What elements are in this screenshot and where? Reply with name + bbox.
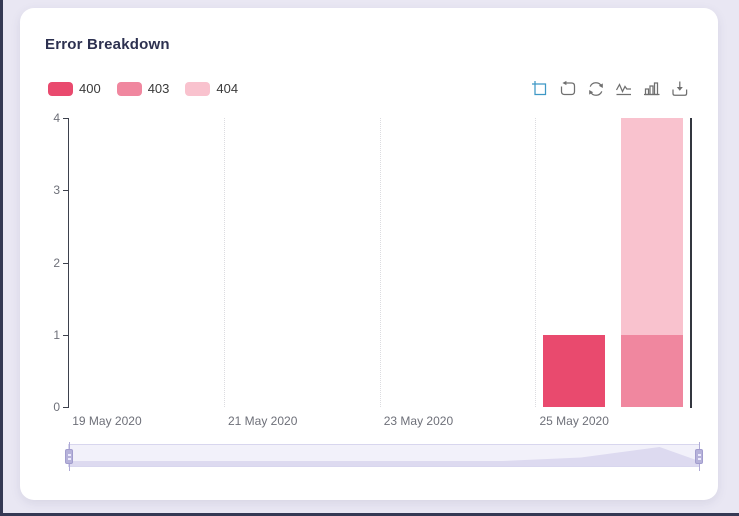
legend-label: 403 xyxy=(147,81,170,96)
y-axis-label: 4 xyxy=(53,111,60,125)
data-zoom-icon[interactable] xyxy=(531,80,549,98)
x-axis-label: 21 May 2020 xyxy=(227,414,298,428)
error-breakdown-card: Error Breakdown 400 403 404 xyxy=(20,8,718,500)
legend-swatch xyxy=(185,81,211,96)
y-axis-label: 3 xyxy=(53,183,60,198)
window-edge-bottom xyxy=(0,513,739,516)
legend-swatch xyxy=(48,81,73,96)
right-boundary-line xyxy=(690,118,692,408)
window-edge-left xyxy=(0,0,3,516)
x-axis-label: 25 May 2020 xyxy=(539,414,609,428)
save-image-icon[interactable] xyxy=(671,80,689,98)
y-axis-label: 1 xyxy=(53,327,60,342)
restore-icon[interactable] xyxy=(587,80,605,98)
y-axis-tick xyxy=(63,262,68,264)
legend-label: 400 xyxy=(79,81,101,96)
data-zoom-slider[interactable] xyxy=(65,442,703,471)
x-axis-label: 19 May 2020 xyxy=(72,414,142,428)
x-axis-label: 23 May 2020 xyxy=(383,414,454,428)
y-axis-line xyxy=(68,118,69,408)
plot-area: 0 1 2 3 4 19 May 2020 21 May 2020 23 May 2020 25… xyxy=(20,8,718,500)
line-chart-icon[interactable] xyxy=(615,80,633,98)
data-zoom-left-handle[interactable] xyxy=(65,442,74,471)
zoom-reset-icon[interactable] xyxy=(559,80,577,98)
y-axis-tick xyxy=(63,118,68,119)
legend-item-403[interactable]: 403 xyxy=(116,81,170,96)
y-axis-tick xyxy=(63,190,68,192)
legend-label: 404 xyxy=(216,81,239,96)
y-axis-label: 0 xyxy=(53,400,60,414)
chart-legend: 400 403 404 xyxy=(48,81,254,96)
vertical-gridline xyxy=(379,118,381,407)
bar-404-26[interactable] xyxy=(621,118,684,335)
vertical-gridline xyxy=(223,118,225,407)
chart-toolbar xyxy=(531,80,689,98)
data-zoom-shadow xyxy=(69,447,699,466)
bar-chart-icon[interactable] xyxy=(643,80,661,98)
bar-403-26[interactable] xyxy=(621,334,684,407)
legend-item-400[interactable]: 400 xyxy=(48,81,101,96)
vertical-gridline xyxy=(535,118,537,407)
page-title: Error Breakdown xyxy=(45,36,170,53)
legend-item-404[interactable]: 404 xyxy=(185,81,238,96)
y-axis-label: 2 xyxy=(53,255,60,270)
bar-400-25[interactable] xyxy=(543,334,606,407)
y-axis-tick xyxy=(63,407,68,408)
legend-swatch xyxy=(116,81,142,96)
data-zoom-right-handle[interactable] xyxy=(695,442,704,471)
y-axis-tick xyxy=(63,334,68,336)
